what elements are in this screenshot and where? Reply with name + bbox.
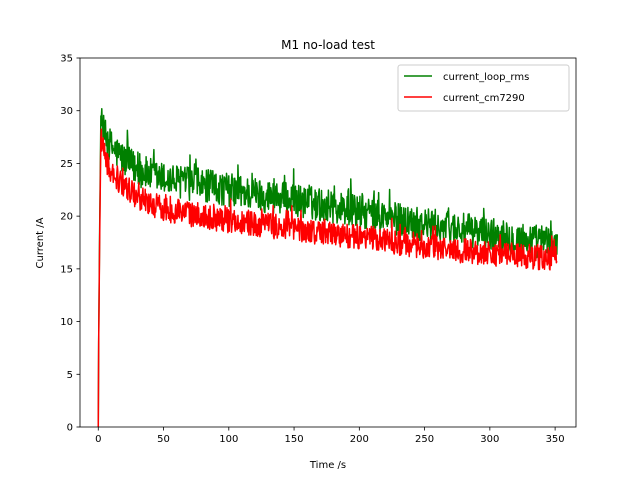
- x-axis-label: Time /s: [309, 460, 346, 471]
- y-axis: 0 5 10 15 20 25 30 35: [60, 54, 80, 434]
- y-tick-label: 5: [67, 370, 73, 381]
- y-tick-label: 30: [60, 106, 73, 117]
- legend-label: current_cm7290: [443, 93, 525, 104]
- series-line-1: [97, 128, 558, 428]
- plot-frame: [79, 57, 577, 428]
- legend: current_loop_rms current_cm7290: [397, 64, 570, 112]
- y-tick-label: 25: [60, 159, 73, 170]
- x-tick-label: 200: [350, 434, 369, 445]
- x-tick-label: 350: [546, 434, 565, 445]
- y-axis-label: Current /A: [35, 217, 46, 268]
- x-tick-label: 300: [480, 434, 499, 445]
- y-tick-label: 20: [60, 212, 73, 223]
- legend-box: [397, 64, 570, 112]
- x-axis: 0 50 100 150 200 250 300 350: [95, 427, 565, 445]
- y-tick-label: 0: [67, 423, 73, 434]
- series-line-0: [97, 108, 559, 428]
- x-tick-label: 250: [415, 434, 434, 445]
- y-tick-label: 10: [60, 317, 73, 328]
- x-tick-label: 0: [95, 434, 101, 445]
- x-tick-label: 150: [285, 434, 304, 445]
- legend-label: current_loop_rms: [443, 72, 529, 83]
- y-tick-label: 35: [60, 54, 73, 65]
- y-tick-label: 15: [60, 264, 73, 275]
- x-tick-label: 50: [157, 434, 170, 445]
- chart-title: M1 no-load test: [281, 38, 375, 52]
- plot-area: [79, 57, 577, 428]
- x-tick-label: 100: [219, 434, 238, 445]
